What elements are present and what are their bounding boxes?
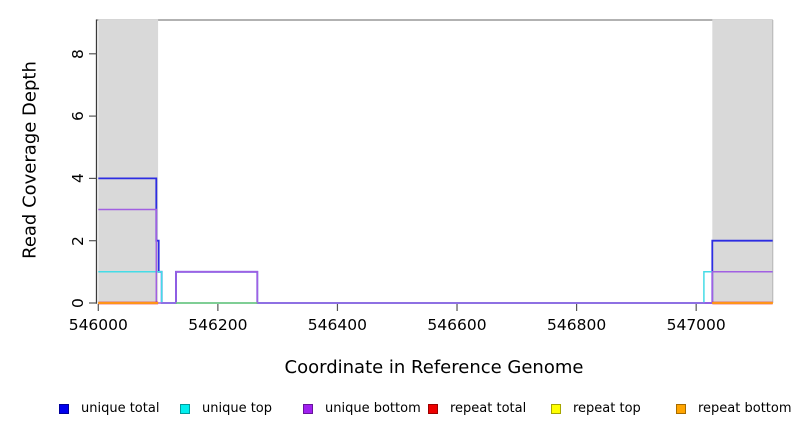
legend-swatch-icon bbox=[676, 403, 686, 414]
series-unique-bottom bbox=[98, 208, 773, 304]
y-tick-label: 0 bbox=[69, 298, 87, 308]
legend-item-repeat-total: repeat total bbox=[428, 401, 526, 416]
legend-label: unique bottom bbox=[325, 401, 421, 416]
legend-label: unique total bbox=[81, 401, 160, 416]
legend-swatch-icon bbox=[551, 403, 561, 414]
repeat-region-shade-1 bbox=[712, 19, 773, 304]
repeat-region-shade-0 bbox=[98, 19, 159, 304]
legend-swatch-icon bbox=[303, 403, 313, 414]
legend-item-unique-top: unique top bbox=[180, 401, 272, 416]
x-tick-label: 546000 bbox=[68, 316, 128, 334]
y-tick-label: 4 bbox=[69, 173, 87, 184]
x-axis-title: Coordinate in Reference Genome bbox=[284, 357, 584, 378]
legend-swatch-icon bbox=[180, 403, 190, 414]
legend-item-unique-total: unique total bbox=[59, 401, 159, 416]
x-tick-label: 546200 bbox=[188, 316, 248, 334]
legend-item-repeat-bottom: repeat bottom bbox=[676, 401, 792, 416]
legend-swatch-icon bbox=[428, 403, 438, 414]
x-tick-label: 546600 bbox=[427, 316, 487, 334]
x-tick-label: 546400 bbox=[307, 316, 367, 334]
x-tick-label: 546800 bbox=[547, 316, 607, 334]
y-tick-label: 6 bbox=[69, 111, 87, 122]
series-unique-total bbox=[98, 177, 773, 304]
y-axis-title: Read Coverage Depth bbox=[19, 61, 41, 259]
y-tick-label: 2 bbox=[69, 235, 87, 246]
y-tick-label: 8 bbox=[69, 48, 87, 59]
legend-swatch-icon bbox=[59, 403, 69, 414]
legend-label: repeat total bbox=[450, 401, 527, 416]
legend-item-unique-bottom: unique bottom bbox=[303, 401, 421, 416]
series-unique-top bbox=[98, 271, 773, 304]
legend-label: repeat top bbox=[573, 401, 641, 416]
x-tick-label: 547000 bbox=[666, 316, 726, 334]
legend-label: repeat bottom bbox=[698, 401, 792, 416]
legend-label: unique top bbox=[202, 401, 273, 416]
legend-item-repeat-top: repeat top bbox=[551, 401, 641, 416]
